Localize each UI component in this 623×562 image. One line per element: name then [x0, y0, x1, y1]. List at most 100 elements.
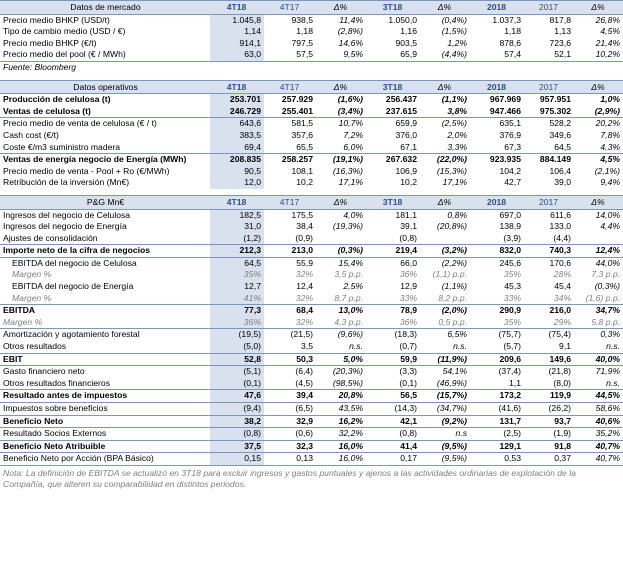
- row-value: 258.257: [281, 154, 313, 165]
- row-value: 4,3%: [574, 141, 623, 155]
- row-value: 9,1: [524, 341, 574, 354]
- row-value: 7,8%: [600, 129, 620, 140]
- row-value: 208.835: [210, 153, 264, 166]
- row-label: Precio medio BHKP (€/t): [3, 37, 97, 48]
- row-value: (15,3%): [436, 165, 467, 176]
- row-label: Retribución de la inversión (Mn€): [3, 177, 130, 188]
- table-row: Amortización y agotamiento forestal (19,5…: [0, 328, 623, 342]
- row-value: 42,7: [504, 177, 521, 188]
- row-value: 43,5%: [316, 402, 366, 416]
- row-value: 6,5%: [447, 329, 467, 340]
- row-label: Ingresos del negocio de Energía: [3, 221, 127, 232]
- row-value: 528,2: [549, 118, 571, 129]
- row-value: 47,6: [210, 389, 264, 403]
- row-value: 78,9: [366, 304, 420, 317]
- row-label: Impuestos sobre beneficios: [0, 402, 210, 416]
- row-value: 119,9: [524, 389, 574, 403]
- row-value: 129,1: [470, 440, 524, 454]
- row-label: Ventas de celulosa (t): [0, 105, 210, 119]
- row-value: 12,4%: [574, 244, 623, 258]
- table-row: Ingresos del negocio de Celulosa 182,5 175…: [0, 209, 623, 222]
- row-value: (34,7%): [420, 402, 470, 416]
- section-title: Datos de mercado: [0, 0, 210, 15]
- row-label: Beneficio Neto Atribuible: [0, 440, 210, 454]
- row-label: Ingresos del negocio de Celulosa: [3, 209, 131, 220]
- row-value: (11,9%): [420, 353, 470, 367]
- row-value: (2,5%): [441, 118, 467, 129]
- row-value: 659,9: [395, 118, 417, 129]
- row-value: 914,1: [210, 37, 264, 50]
- row-value: (1,6) p.p.: [585, 292, 620, 303]
- row-value: (2,0%): [420, 304, 470, 317]
- row-label: EBITDA del negocio de Celulosa: [12, 257, 137, 268]
- row-value: 723,6: [549, 37, 571, 48]
- table-row: EBIT 52,8 50,3 5,0% 59,9 (11,9%) 209,6 149,6 40,…: [0, 353, 623, 367]
- row-value: 59,9: [366, 353, 420, 367]
- row-value: 133,0: [549, 221, 571, 232]
- row-label: Ajustes de consolidación: [3, 232, 98, 243]
- table-row: Beneficio Neto Atribuible 37,5 32,3 16,0% 41…: [0, 440, 623, 454]
- table-row: Precio medio de venta - Pool + Ro (€/MWh…: [0, 165, 623, 178]
- row-value: 1,2%: [447, 37, 467, 48]
- row-value: 17,1%: [442, 177, 467, 188]
- row-value: 50,3: [264, 353, 316, 367]
- row-value: 71,9%: [595, 366, 620, 377]
- row-value: 10,2: [296, 177, 313, 188]
- row-label: Margen %: [12, 292, 52, 303]
- row-value: (6,4): [295, 366, 313, 377]
- row-value: 7,2%: [343, 129, 363, 140]
- row-value: (18,3): [394, 329, 417, 340]
- row-value: 64,5: [210, 257, 264, 270]
- row-value: 181,1: [395, 209, 417, 220]
- row-value: 4,3 p.p.: [316, 316, 366, 330]
- row-value: (21,8): [548, 366, 571, 377]
- row-value: (0,3%): [316, 244, 366, 258]
- row-label: Producción de celulosa (t): [3, 94, 111, 105]
- column-header: 3T18: [366, 194, 420, 210]
- row-value: 93,7: [524, 415, 574, 429]
- row-value: 39,4: [264, 389, 316, 403]
- column-header: 4T17: [264, 0, 316, 15]
- table-row: Otros resultados financieros (0,1) (4,5) (9…: [0, 377, 623, 391]
- row-label: Gasto financiero neto: [3, 366, 85, 377]
- column-header: 3T18: [366, 79, 420, 95]
- row-label: EBITDA del negocio de Energía: [12, 281, 134, 292]
- row-label: Ventas de energía negocio de Energía (MW…: [3, 154, 187, 165]
- row-value: 697,0: [499, 209, 521, 220]
- row-value: (2,2%): [441, 257, 467, 268]
- row-value: 2,5%: [343, 281, 363, 292]
- report-table: Datos de mercado 4T18 4T17 Δ% 3T18 Δ% 2018 2017…: [0, 0, 623, 466]
- row-value: 1,18: [296, 26, 313, 37]
- row-value: 67,1: [366, 141, 420, 155]
- row-value: 57,4: [470, 49, 524, 62]
- row-value: 91,8: [524, 440, 574, 454]
- row-value: 0,8%: [447, 209, 467, 220]
- row-value: 40,7%: [574, 440, 623, 454]
- row-value: (5,0): [210, 341, 264, 354]
- row-label: Precio medio BHKP (USD/t): [3, 14, 110, 25]
- table-row: Precio medio de venta de celulosa (€ / t…: [0, 117, 623, 130]
- column-header: Δ%: [316, 79, 366, 95]
- row-value: 39,1: [400, 221, 417, 232]
- table-row: Resultado Socios Externos (0,8) (0,6) 32,2%…: [0, 427, 623, 441]
- row-value: 975.302: [524, 105, 574, 119]
- table-row: Beneficio Neto 38,2 32,9 16,2% 42,1 (9,2%) 131…: [0, 415, 623, 429]
- row-value: [316, 233, 366, 245]
- row-value: 32%: [295, 292, 313, 303]
- row-value: 38,2: [210, 415, 264, 429]
- table-row: Ventas de celulosa (t) 246.729 255.401 (3,4…: [0, 105, 623, 119]
- row-value: 219,4: [366, 244, 420, 258]
- row-value: 878,6: [499, 37, 521, 48]
- row-value: 212,3: [210, 244, 264, 258]
- column-header: 3T18: [366, 0, 420, 15]
- row-value: 36%: [399, 269, 417, 280]
- row-value: 54,1%: [442, 366, 467, 377]
- row-value: (0,1): [210, 377, 264, 391]
- row-value: (20,8%): [436, 221, 467, 232]
- table-row: Impuestos sobre beneficios (9,4) (6,5) 43,5…: [0, 402, 623, 416]
- row-value: (22,0%): [436, 154, 467, 165]
- row-value: 28%: [553, 269, 571, 280]
- row-value: (1,6%): [337, 94, 363, 105]
- column-header: 4T17: [264, 194, 316, 210]
- row-value: 1,16: [400, 26, 417, 37]
